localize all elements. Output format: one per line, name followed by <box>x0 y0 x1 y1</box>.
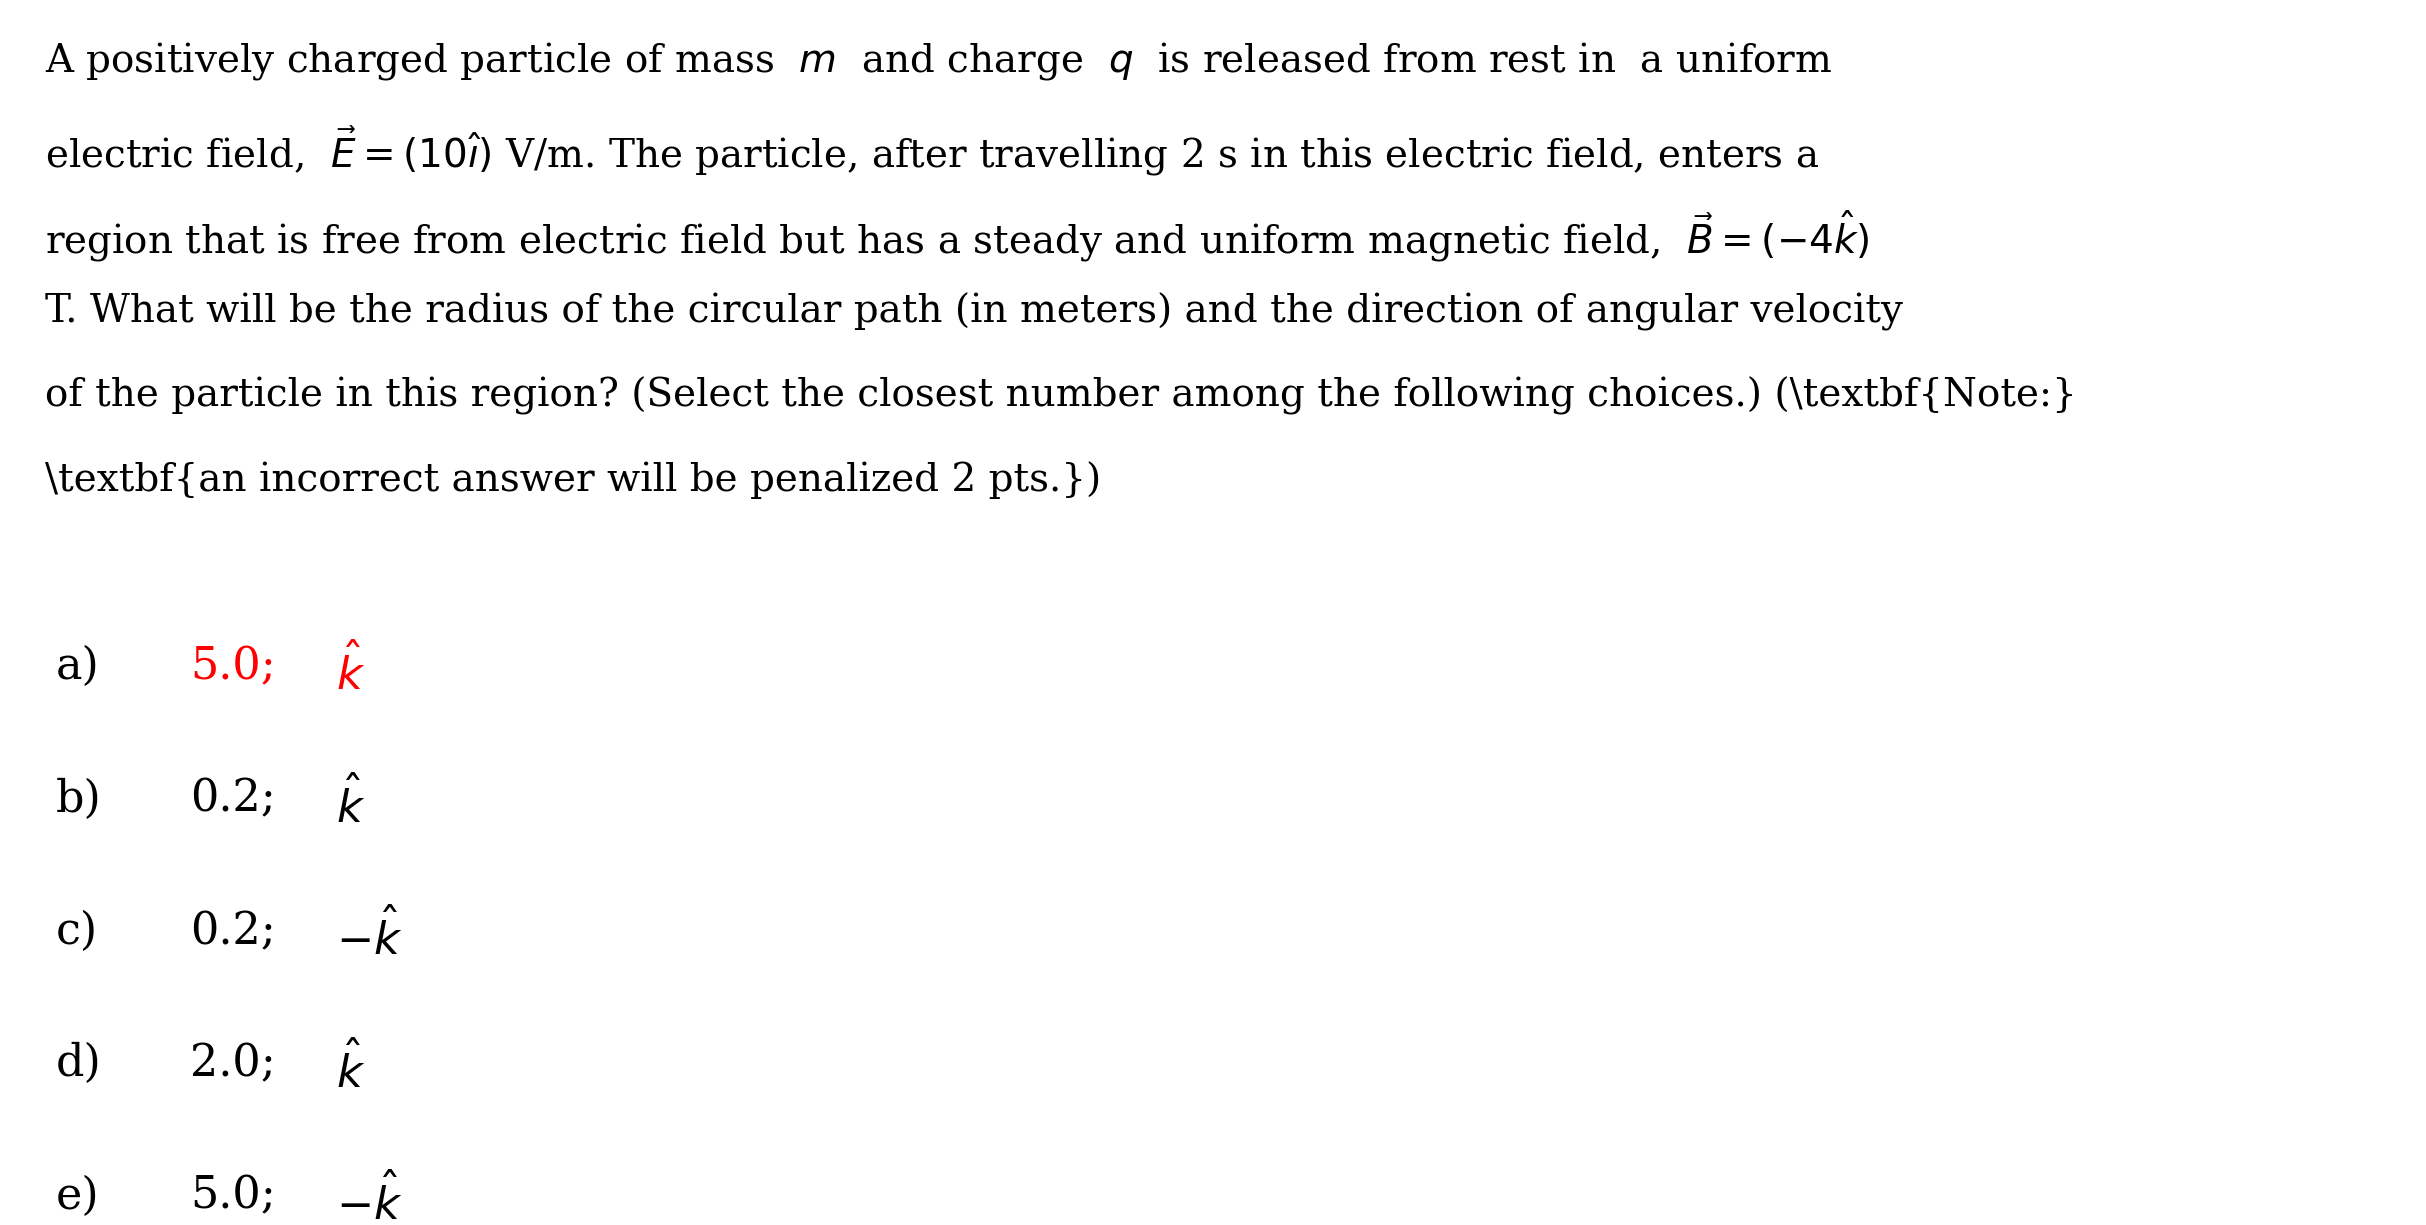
Text: of the particle in this region? (Select the closest number among the following c: of the particle in this region? (Select … <box>44 376 2077 415</box>
Text: $-\hat{k}$: $-\hat{k}$ <box>335 910 403 964</box>
Text: A positively charged particle of mass  $m$  and charge  $q$  is released from re: A positively charged particle of mass $m… <box>44 40 1832 82</box>
Text: 2.0;: 2.0; <box>189 1042 277 1085</box>
Text: b): b) <box>56 778 102 821</box>
Text: a): a) <box>56 644 99 688</box>
Text: e): e) <box>56 1175 99 1218</box>
Text: $-\hat{k}$: $-\hat{k}$ <box>335 1175 403 1225</box>
Text: $\hat{k}$: $\hat{k}$ <box>335 644 364 699</box>
Text: \textbf{an incorrect answer will be penalized 2 pts.}): \textbf{an incorrect answer will be pena… <box>44 461 1101 499</box>
Text: region that is free from electric field but has a steady and uniform magnetic fi: region that is free from electric field … <box>44 208 1870 265</box>
Text: $\hat{k}$: $\hat{k}$ <box>335 778 364 832</box>
Text: 5.0;: 5.0; <box>189 1175 277 1218</box>
Text: c): c) <box>56 910 97 953</box>
Text: electric field,  $\vec{E} = (10\hat{\imath})$ V/m. The particle, after travellin: electric field, $\vec{E} = (10\hat{\imat… <box>44 125 1819 178</box>
Text: 0.2;: 0.2; <box>189 910 277 953</box>
Text: $\hat{k}$: $\hat{k}$ <box>335 1042 364 1096</box>
Text: d): d) <box>56 1042 102 1085</box>
Text: 0.2;: 0.2; <box>189 778 277 821</box>
Text: 5.0;: 5.0; <box>189 644 277 688</box>
Text: T. What will be the radius of the circular path (in meters) and the direction of: T. What will be the radius of the circul… <box>44 293 1902 331</box>
